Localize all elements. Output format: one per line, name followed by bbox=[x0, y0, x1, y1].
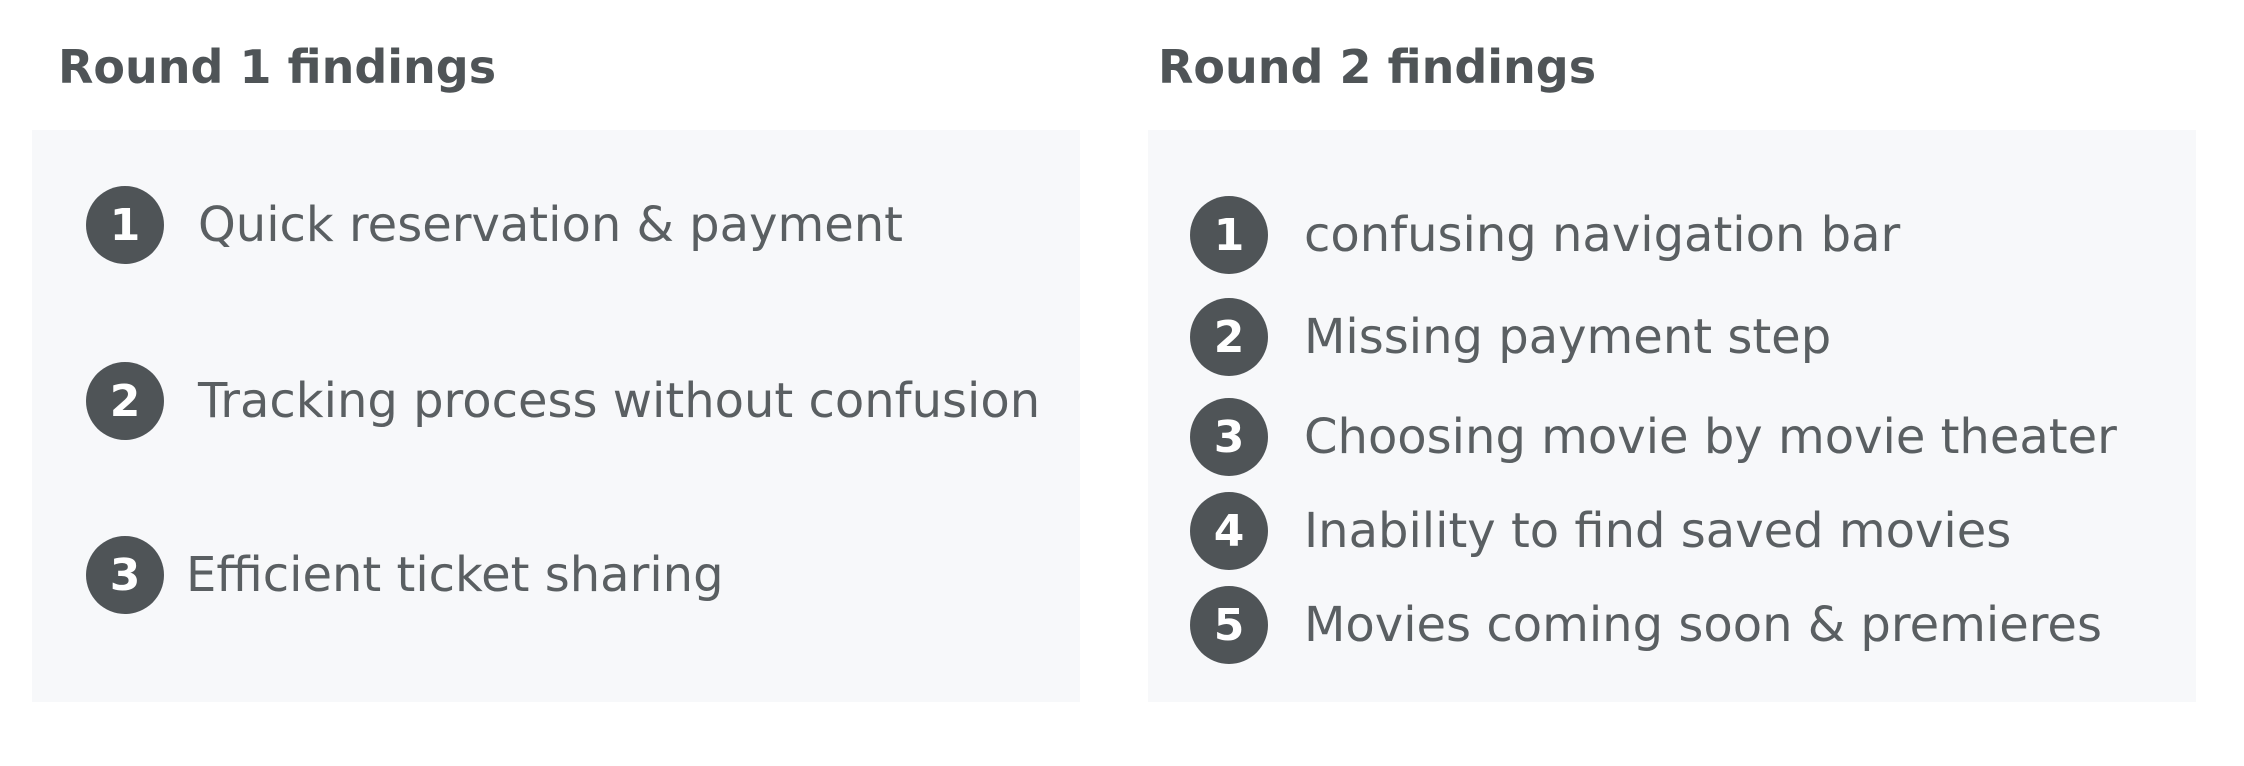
round-1-finding-item: 1 Quick reservation & payment bbox=[86, 186, 903, 264]
finding-number-badge: 1 bbox=[1190, 196, 1268, 274]
finding-text: Tracking process without confusion bbox=[198, 373, 1041, 429]
finding-text: Choosing movie by movie theater bbox=[1304, 409, 2117, 465]
finding-number-badge: 1 bbox=[86, 186, 164, 264]
finding-number-badge: 4 bbox=[1190, 492, 1268, 570]
finding-number-badge: 5 bbox=[1190, 586, 1268, 664]
round-2-findings-title: Round 2 findings bbox=[1158, 40, 1597, 94]
round-1-findings-panel: 1 Quick reservation & payment 2 Tracking… bbox=[32, 130, 1080, 702]
round-1-findings-title: Round 1 findings bbox=[58, 40, 497, 94]
finding-text: Efficient ticket sharing bbox=[186, 547, 724, 603]
round-2-finding-item: 5 Movies coming soon & premieres bbox=[1190, 586, 2102, 664]
finding-text: Missing payment step bbox=[1304, 309, 1832, 365]
round-1-finding-item: 3 Efficient ticket sharing bbox=[86, 536, 724, 614]
finding-number-badge: 3 bbox=[1190, 398, 1268, 476]
round-2-findings-panel: 1 confusing navigation bar 2 Missing pay… bbox=[1148, 130, 2196, 702]
finding-text: Quick reservation & payment bbox=[198, 197, 903, 253]
finding-text: Inability to find saved movies bbox=[1304, 503, 2012, 559]
round-1-finding-item: 2 Tracking process without confusion bbox=[86, 362, 1040, 440]
round-2-finding-item: 4 Inability to find saved movies bbox=[1190, 492, 2011, 570]
round-2-finding-item: 3 Choosing movie by movie theater bbox=[1190, 398, 2117, 476]
finding-text: Movies coming soon & premieres bbox=[1304, 597, 2102, 653]
finding-text: confusing navigation bar bbox=[1304, 207, 1901, 263]
round-2-finding-item: 2 Missing payment step bbox=[1190, 298, 1831, 376]
finding-number-badge: 3 bbox=[86, 536, 164, 614]
finding-number-badge: 2 bbox=[1190, 298, 1268, 376]
round-2-finding-item: 1 confusing navigation bar bbox=[1190, 196, 1900, 274]
finding-number-badge: 2 bbox=[86, 362, 164, 440]
